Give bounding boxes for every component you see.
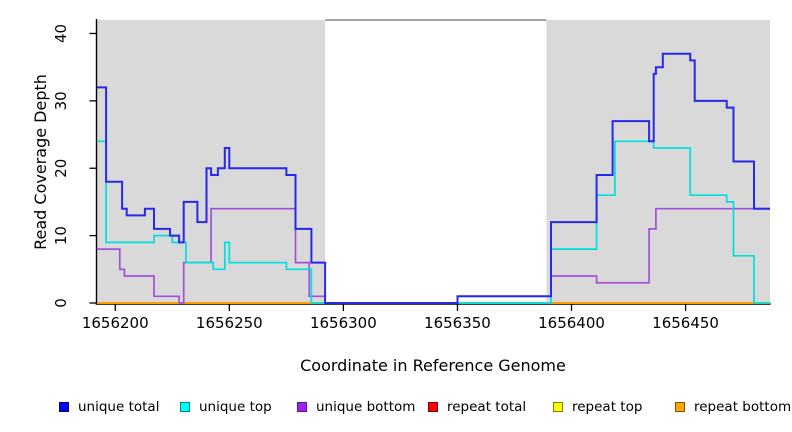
legend-swatch-unique-bottom <box>297 402 307 412</box>
legend-swatch-unique-total <box>59 402 69 412</box>
x-tick-label: 1656450 <box>652 314 719 332</box>
x-tick-label: 1656250 <box>196 314 263 332</box>
y-tick-label: 20 <box>52 159 70 178</box>
legend-swatch-unique-top <box>180 402 190 412</box>
chart-legend: unique total unique top unique bottom repea… <box>0 398 792 422</box>
y-axis-title: Read Coverage Depth <box>31 74 50 250</box>
legend-swatch-repeat-top <box>553 402 563 412</box>
series-layer <box>97 52 770 304</box>
x-axis-title: Coordinate in Reference Genome <box>300 356 566 375</box>
legend-label: repeat top <box>572 399 643 415</box>
x-tick-label: 1656350 <box>424 314 491 332</box>
legend-label: unique total <box>78 399 160 415</box>
y-tick-label: 40 <box>52 24 70 43</box>
legend-label: repeat total <box>447 399 527 415</box>
x-tick-label: 1656400 <box>538 314 605 332</box>
y-tick-label: 30 <box>52 91 70 110</box>
y-tick-label: 0 <box>52 298 70 308</box>
series-line-unique-total <box>97 52 770 304</box>
legend-label: repeat bottom <box>694 399 792 415</box>
tick-labels-layer: 1656200 1656250 1656300 1656350 1656400 16564… <box>52 24 719 332</box>
legend-swatch-repeat-bottom <box>675 402 685 412</box>
legend-swatch-repeat-total <box>428 402 438 412</box>
series-line-unique-top <box>97 140 770 304</box>
x-tick-label: 1656200 <box>82 314 149 332</box>
series-line-unique-bottom <box>97 207 770 304</box>
x-tick-label: 1656300 <box>310 314 377 332</box>
shaded-bands-layer <box>97 19 770 304</box>
legend-label: unique bottom <box>316 399 416 415</box>
y-tick-label: 10 <box>52 226 70 245</box>
legend-label: unique top <box>199 399 272 415</box>
